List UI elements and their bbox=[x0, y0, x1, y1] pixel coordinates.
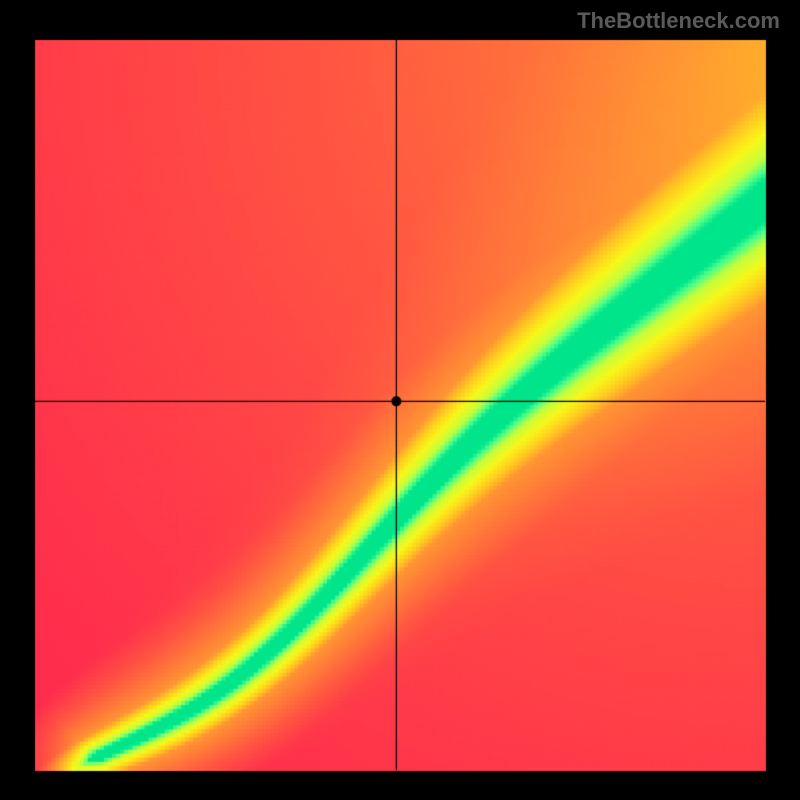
chart-container: { "watermark": { "text": "TheBottleneck.… bbox=[0, 0, 800, 800]
bottleneck-heatmap bbox=[0, 0, 800, 800]
watermark-text: TheBottleneck.com bbox=[577, 8, 780, 34]
